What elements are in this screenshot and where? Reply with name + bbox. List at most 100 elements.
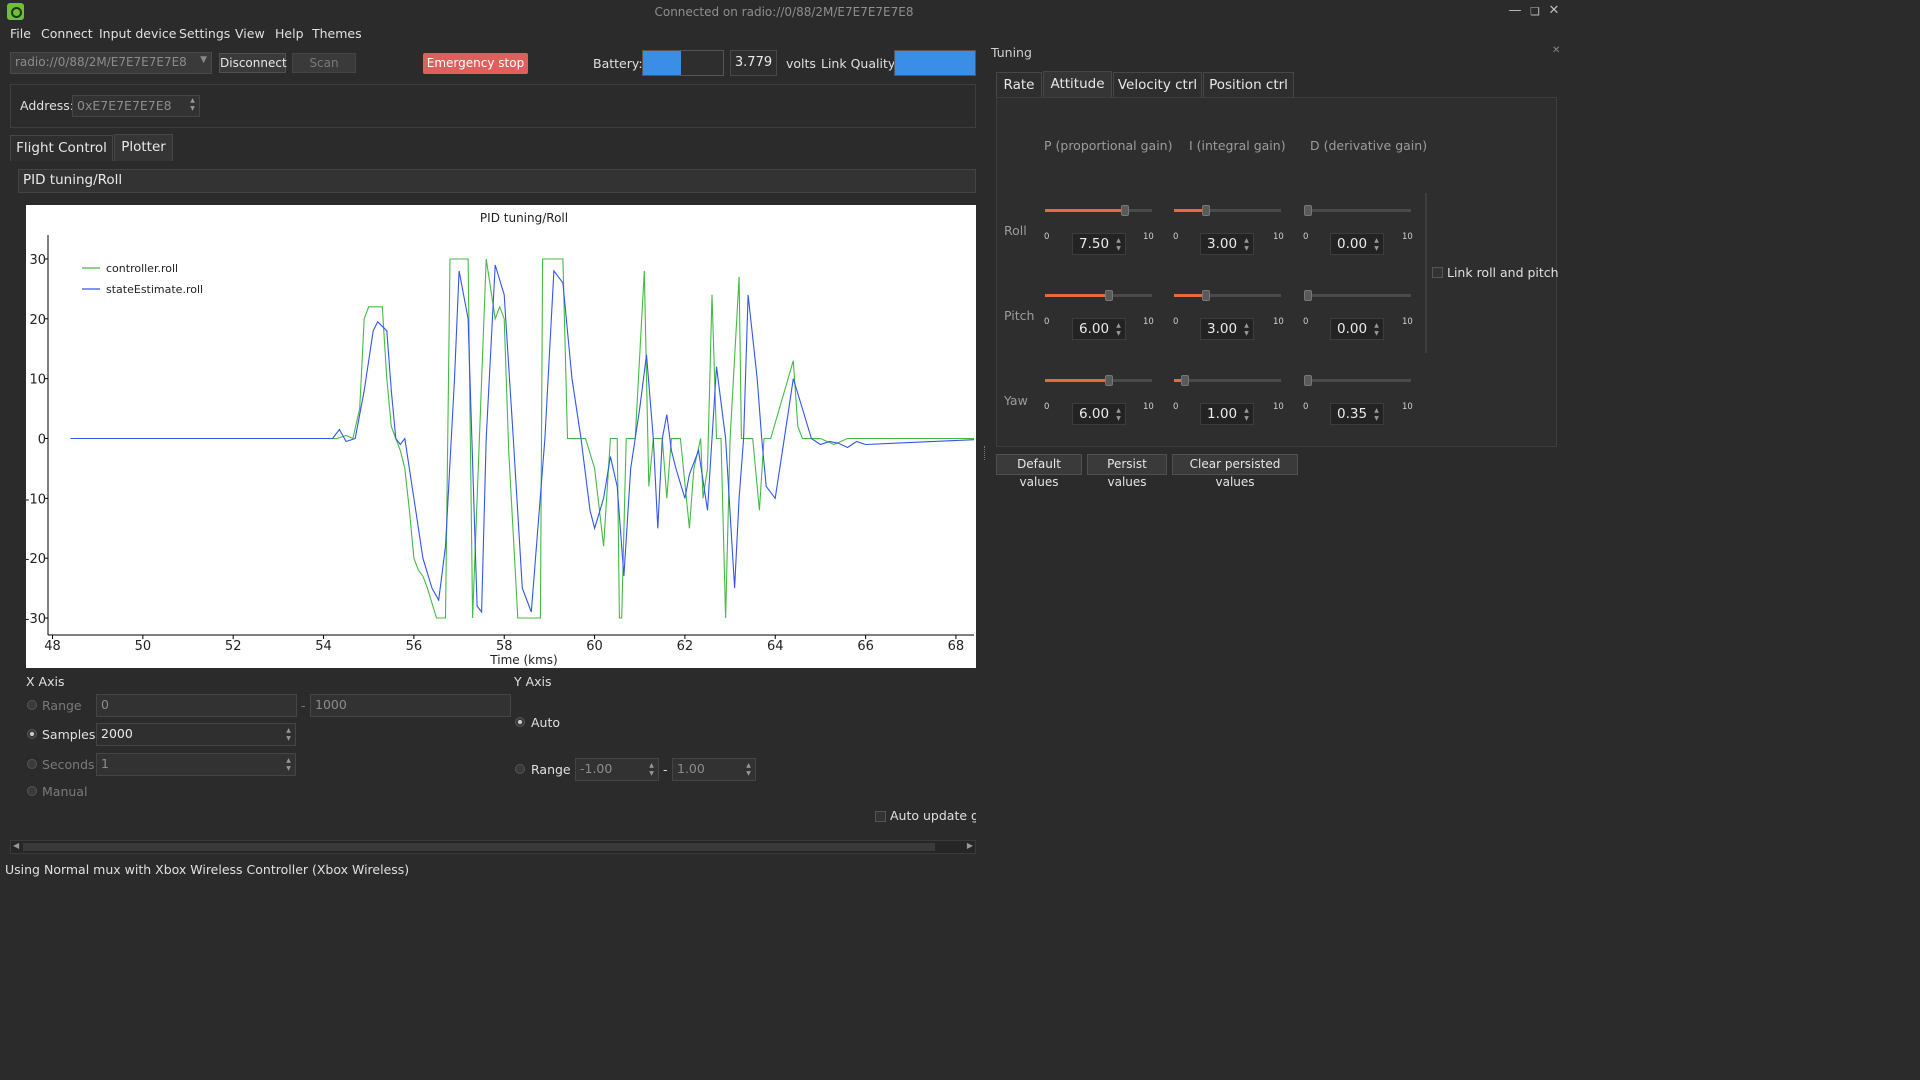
pitch-i-value-field[interactable]: 3.00 ▲ ▼	[1200, 318, 1254, 340]
address-value: 0xE7E7E7E7E8	[77, 98, 172, 113]
yaw-i-value-field[interactable]: 1.00 ▲ ▼	[1200, 403, 1254, 425]
minimize-icon[interactable]: —	[1508, 3, 1522, 18]
auto-update-checkbox[interactable]	[875, 811, 886, 822]
pitch-p-slider[interactable]	[1045, 290, 1152, 301]
address-field[interactable]: 0xE7E7E7E7E8 ▲ ▼	[72, 95, 200, 117]
restore-icon[interactable]: ❏	[1530, 5, 1540, 18]
x-range-separator: -	[301, 698, 306, 713]
pitch-d-slider[interactable]	[1304, 290, 1411, 301]
y-auto-radio[interactable]	[515, 717, 525, 727]
x-samples-radio[interactable]	[27, 729, 37, 739]
dock-splitter-handle[interactable]	[984, 446, 987, 460]
menu-view[interactable]: View	[235, 26, 265, 41]
x-range-radio[interactable]	[27, 700, 37, 710]
spinner-arrows-icon[interactable]: ▲ ▼	[1244, 322, 1249, 337]
scroll-right-icon[interactable]: ▶	[966, 841, 973, 850]
spinner-arrows-icon[interactable]: ▲ ▼	[1374, 237, 1379, 252]
tab-rate[interactable]: Rate	[996, 72, 1042, 98]
spinner-arrows-icon[interactable]: ▲ ▼	[1244, 237, 1249, 252]
disconnect-button[interactable]: Disconnect	[219, 53, 287, 73]
slider-max-label: 10	[1402, 232, 1413, 242]
link-roll-pitch-checkbox[interactable]	[1432, 267, 1443, 278]
yaw-i-slider[interactable]	[1174, 375, 1281, 386]
spinner-arrows-icon[interactable]: ▲ ▼	[286, 727, 291, 742]
tab-position-ctrl[interactable]: Position ctrl	[1203, 72, 1294, 98]
tab-attitude[interactable]: Attitude	[1043, 71, 1112, 98]
menu-themes[interactable]: Themes	[312, 26, 362, 41]
pitch-p-value-field[interactable]: 6.00 ▲ ▼	[1072, 318, 1126, 340]
spinner-arrows-icon[interactable]: ▲ ▼	[1244, 407, 1249, 422]
close-icon[interactable]: ✕	[1548, 3, 1560, 18]
tab-plotter[interactable]: Plotter	[114, 134, 173, 161]
slider-handle[interactable]	[1121, 205, 1130, 216]
slider-handle[interactable]	[1105, 290, 1114, 301]
menu-settings[interactable]: Settings	[179, 26, 231, 41]
y-range-to-field[interactable]: 1.00 ▲ ▼	[672, 758, 756, 781]
x-manual-radio[interactable]	[27, 786, 37, 796]
scroll-left-icon[interactable]: ◀	[13, 841, 20, 850]
roll-p-slider[interactable]	[1045, 205, 1152, 216]
slider-handle[interactable]	[1202, 290, 1211, 301]
slider-handle[interactable]	[1105, 375, 1114, 386]
uri-combobox[interactable]: radio://0/88/2M/E7E7E7E7E8 ▼	[10, 52, 212, 74]
scroll-thumb[interactable]	[23, 843, 935, 851]
roll-d-slider[interactable]	[1304, 205, 1411, 216]
y-range-from-field[interactable]: -1.00 ▲ ▼	[575, 758, 659, 781]
volts-label: volts	[786, 56, 816, 71]
spinner-arrows-icon[interactable]: ▲ ▼	[649, 762, 654, 777]
spinner-arrows-icon[interactable]: ▲ ▼	[1116, 237, 1121, 252]
x-range-from-field[interactable]: 0	[96, 694, 297, 717]
x-seconds-radio[interactable]	[27, 759, 37, 769]
y-range-radio[interactable]	[515, 764, 525, 774]
clear-persisted-button[interactable]: Clear persisted values	[1172, 454, 1298, 489]
menu-help[interactable]: Help	[275, 26, 304, 41]
emergency-stop-button[interactable]: Emergency stop	[423, 53, 528, 74]
roll-d-value-field[interactable]: 0.00 ▲ ▼	[1330, 233, 1384, 255]
tuning-panel	[996, 97, 1557, 447]
x-samples-field[interactable]: 2000 ▲ ▼	[96, 723, 296, 746]
pitch-i-slider[interactable]	[1174, 290, 1281, 301]
pitch-d-value-field[interactable]: 0.00 ▲ ▼	[1330, 318, 1384, 340]
slider-max-label: 10	[1143, 317, 1154, 327]
menu-file[interactable]: File	[10, 26, 31, 41]
scan-button[interactable]: Scan	[292, 53, 356, 73]
slider-handle[interactable]	[1180, 375, 1189, 386]
spinner-arrows-icon[interactable]: ▲ ▼	[1116, 407, 1121, 422]
x-seconds-field[interactable]: 1 ▲ ▼	[96, 753, 296, 776]
spinner-arrows-icon[interactable]: ▲ ▼	[1374, 407, 1379, 422]
slider-handle[interactable]	[1304, 290, 1312, 301]
yaw-p-slider[interactable]	[1045, 375, 1152, 386]
x-range-to-field[interactable]: 1000	[310, 694, 511, 717]
yaw-d-slider[interactable]	[1303, 375, 1411, 386]
horizontal-scrollbar[interactable]: ◀ ▶	[10, 840, 976, 854]
series-controller-roll	[70, 258, 974, 619]
spinner-arrows-icon[interactable]: ▲ ▼	[746, 762, 751, 777]
slider-min-label: 0	[1173, 402, 1179, 412]
yaw-p-value-field[interactable]: 6.00 ▲ ▼	[1072, 403, 1126, 425]
tab-flight-control[interactable]: Flight Control	[10, 135, 113, 161]
roll-p-value-field[interactable]: 7.50 ▲ ▼	[1072, 233, 1126, 255]
roll-i-value-field[interactable]: 3.00 ▲ ▼	[1200, 233, 1254, 255]
x-tick-label: 52	[225, 639, 242, 654]
persist-values-button[interactable]: Persist values	[1087, 454, 1167, 489]
roll-i-value: 3.00	[1207, 236, 1238, 252]
tab-velocity-ctrl[interactable]: Velocity ctrl	[1113, 72, 1202, 98]
roll-i-slider[interactable]	[1174, 205, 1281, 216]
link-divider	[1425, 193, 1427, 353]
spinner-arrows-icon[interactable]: ▲ ▼	[190, 97, 195, 112]
x-samples-value: 2000	[101, 726, 133, 741]
dock-close-icon[interactable]: ✕	[1552, 45, 1561, 56]
yaw-d-value-field[interactable]: 0.35 ▲ ▼	[1330, 403, 1384, 425]
plot-config-select[interactable]: PID tuning/Roll	[18, 169, 976, 193]
slider-min-label: 0	[1303, 402, 1309, 412]
x-tick-label: 60	[586, 639, 603, 654]
spinner-arrows-icon[interactable]: ▲ ▼	[1116, 322, 1121, 337]
menu-connect[interactable]: Connect	[41, 26, 93, 41]
slider-handle[interactable]	[1303, 375, 1312, 386]
spinner-arrows-icon[interactable]: ▲ ▼	[1374, 322, 1379, 337]
slider-handle[interactable]	[1202, 205, 1211, 216]
slider-handle[interactable]	[1304, 205, 1312, 216]
default-values-button[interactable]: Default values	[996, 454, 1082, 489]
spinner-arrows-icon[interactable]: ▲ ▼	[286, 757, 291, 772]
menu-input-device[interactable]: Input device	[99, 26, 177, 41]
